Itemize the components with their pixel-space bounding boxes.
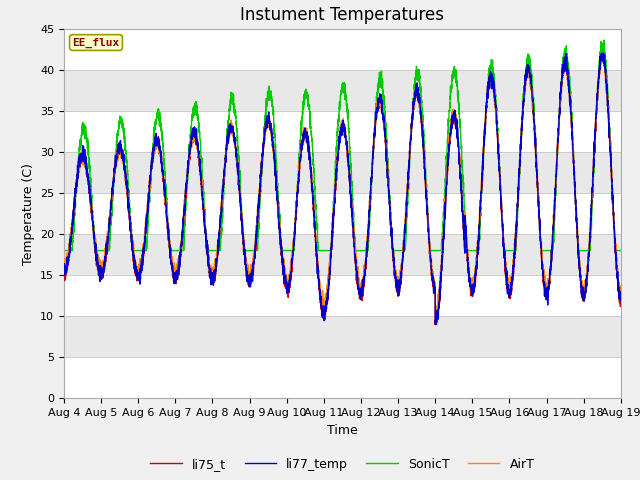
AirT [322,301,330,307]
li75_t [60,268,68,274]
SonicT [600,37,608,43]
li75_t [616,291,624,297]
li77_temp [617,292,625,298]
li77_temp [322,308,330,313]
AirT [433,312,441,318]
Bar [64,234,621,275]
AirT [160,184,168,190]
li77_temp [436,281,444,287]
Bar [64,152,621,193]
SonicT [160,161,168,167]
SonicT [617,248,625,253]
li77_temp [467,283,475,288]
li77_temp [499,227,507,233]
li75_t [467,288,475,294]
li75_t [499,230,507,236]
li75_t [436,288,444,294]
SonicT [467,248,475,253]
li77_temp [562,50,570,56]
Line: li77_temp: li77_temp [64,53,621,324]
AirT [599,50,607,56]
Bar [64,70,621,111]
li75_t [432,322,440,327]
Text: EE_flux: EE_flux [72,37,120,48]
li75_t [598,50,606,56]
AirT [499,228,507,233]
li75_t [617,299,625,304]
SonicT [616,248,624,253]
AirT [616,293,624,299]
li77_temp [431,322,439,327]
Bar [64,316,621,357]
SonicT [436,248,444,253]
Legend: li75_t, li77_temp, SonicT, AirT: li75_t, li77_temp, SonicT, AirT [145,453,540,476]
AirT [436,268,444,274]
AirT [617,288,625,294]
Line: SonicT: SonicT [64,40,621,251]
AirT [467,276,475,282]
Title: Instument Temperatures: Instument Temperatures [241,6,444,24]
li77_temp [160,182,168,188]
Line: li75_t: li75_t [64,53,621,324]
AirT [60,261,68,266]
Line: AirT: AirT [64,53,621,315]
li75_t [160,186,168,192]
X-axis label: Time: Time [327,424,358,437]
SonicT [322,248,330,253]
SonicT [60,248,68,253]
Y-axis label: Temperature (C): Temperature (C) [22,163,35,264]
li77_temp [616,292,624,298]
SonicT [499,224,506,229]
li75_t [322,311,330,316]
li77_temp [60,271,68,277]
